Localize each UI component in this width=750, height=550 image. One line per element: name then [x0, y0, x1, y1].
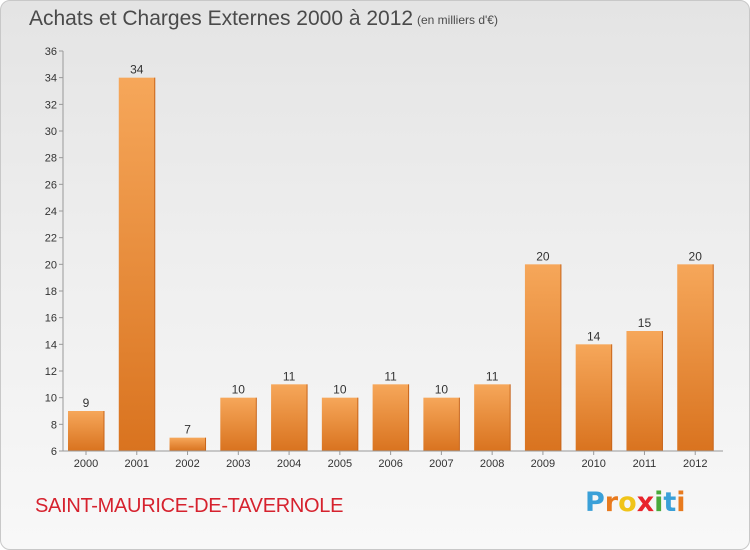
- bar: [321, 397, 358, 451]
- bar: [575, 344, 612, 451]
- bar: [626, 331, 663, 451]
- bar: [271, 384, 308, 451]
- y-tick-label: 28: [45, 153, 57, 165]
- x-tick-label: 2009: [531, 458, 555, 470]
- logo-letter: P: [585, 487, 605, 518]
- x-tick-label: 2000: [74, 458, 98, 470]
- x-tick-label: 2006: [378, 458, 402, 470]
- data-label: 9: [83, 396, 90, 410]
- logo-letter: i: [654, 487, 664, 518]
- data-label: 14: [587, 329, 601, 343]
- bar: [220, 397, 257, 451]
- y-tick-label: 10: [45, 393, 57, 405]
- bar: [68, 411, 104, 451]
- logo-letter: i: [676, 487, 686, 518]
- data-label: 7: [184, 423, 191, 437]
- y-tick-label: 6: [51, 446, 57, 458]
- x-tick-label: 2010: [581, 458, 605, 470]
- data-label: 11: [384, 369, 397, 383]
- bar: [169, 437, 206, 451]
- x-tick-label: 2008: [480, 458, 504, 470]
- bars: 9 34 7 10 11 10 11 10 11 20 14 15 20: [68, 63, 714, 452]
- y-tick-label: 36: [45, 46, 57, 58]
- x-tick-label: 2002: [175, 458, 199, 470]
- chart-subtitle: (en milliers d'€): [417, 13, 498, 27]
- x-tick-label: 2007: [429, 458, 453, 470]
- logo-letter: r: [604, 487, 619, 518]
- data-label: 20: [689, 249, 703, 263]
- y-tick-label: 30: [45, 126, 57, 138]
- data-label: 15: [638, 316, 652, 330]
- bar: [474, 384, 511, 451]
- data-label: 10: [232, 383, 246, 397]
- commune-name: SAINT-MAURICE-DE-TAVERNOLE: [35, 495, 344, 517]
- logo-letter: o: [618, 487, 637, 518]
- bar: [524, 264, 561, 451]
- y-tick-label: 32: [45, 99, 57, 111]
- y-tick-label: 34: [45, 73, 57, 85]
- proxiti-logo: Proxiti: [585, 487, 686, 518]
- y-tick-label: 26: [45, 179, 57, 191]
- logo-letter: t: [663, 487, 677, 518]
- data-label: 10: [435, 383, 449, 397]
- y-tick-label: 16: [45, 313, 57, 325]
- data-label: 11: [486, 369, 499, 383]
- y-tick-label: 20: [45, 259, 57, 271]
- x-tick-label: 2004: [277, 458, 301, 470]
- y-tick-label: 14: [45, 339, 57, 351]
- y-tick-label: 18: [45, 286, 57, 298]
- x-tick-label: 2012: [683, 458, 707, 470]
- chart-title: Achats et Charges Externes 2000 à 2012: [29, 7, 414, 30]
- bar: [423, 397, 460, 451]
- x-tick-label: 2003: [226, 458, 250, 470]
- x-tick-label: 2011: [633, 458, 657, 470]
- x-tick-label: 2001: [125, 458, 149, 470]
- x-tick-label: 2005: [328, 458, 352, 470]
- data-label: 11: [283, 369, 296, 383]
- bar: [118, 77, 155, 452]
- x-axis: 2000 2001 2002 2003 2004 2005 2006 2007 2008 2009…: [63, 450, 723, 470]
- data-label: 20: [536, 249, 550, 263]
- data-label: 10: [333, 383, 347, 397]
- y-tick-label: 22: [45, 233, 57, 245]
- bar: [677, 264, 714, 451]
- y-tick-label: 8: [51, 419, 57, 431]
- y-axis: 6 8 10 12 14 16 18 20 22 24 26 28 30 32 34 36: [45, 46, 64, 458]
- bar: [372, 384, 409, 451]
- data-label: 34: [130, 63, 144, 77]
- logo-letter: x: [636, 487, 655, 518]
- y-tick-label: 12: [45, 366, 57, 378]
- y-tick-label: 24: [45, 206, 57, 218]
